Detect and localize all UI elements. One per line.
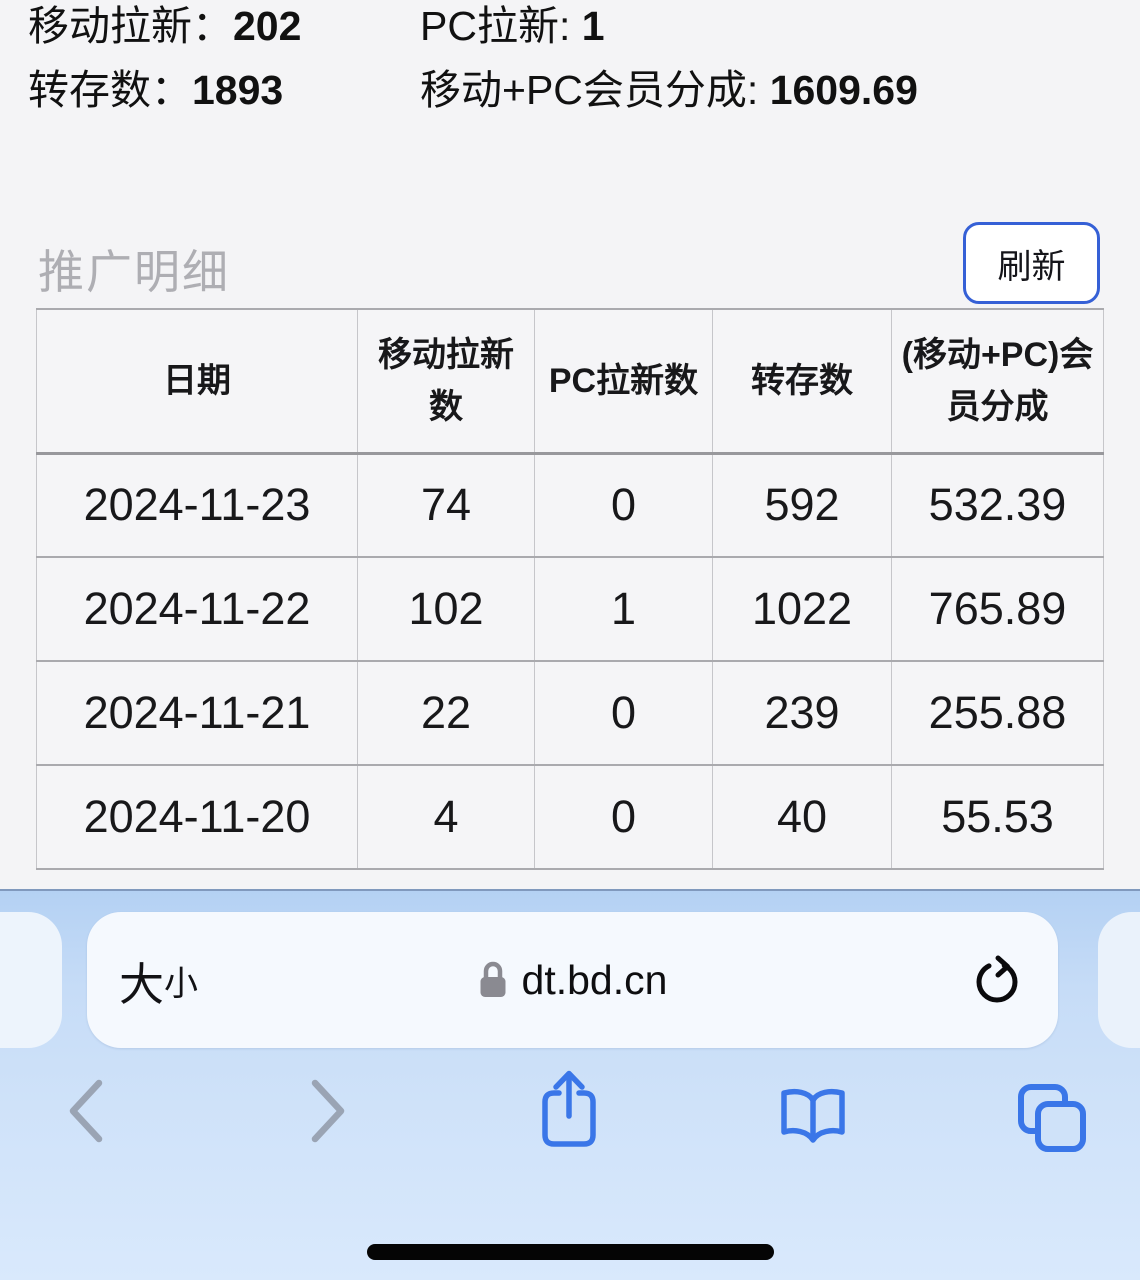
cell-pc-pull: 1	[534, 556, 713, 662]
stat-label: 移动+PC会员分成:	[420, 67, 770, 113]
table-row: 2024-11-20 4 0 40 55.53	[36, 764, 1104, 870]
stat-pc-pull: PC拉新: 1	[420, 2, 1112, 50]
cell-mobile-pull: 102	[357, 556, 535, 662]
cell-transfer: 239	[712, 660, 892, 766]
cell-mobile-pull: 22	[357, 660, 535, 766]
cell-transfer: 1022	[712, 556, 892, 662]
bookmarks-icon	[776, 1087, 850, 1147]
stat-transfer: 转存数：1893	[28, 66, 420, 114]
header-transfer: 转存数	[712, 308, 892, 455]
summary-stats: 移动拉新：202 PC拉新: 1 转存数：1893 移动+PC会员分成: 160…	[28, 2, 1112, 114]
cell-mobile-pull: 74	[357, 452, 535, 558]
stat-label: PC拉新:	[420, 3, 582, 49]
header-pc-pull: PC拉新数	[534, 308, 713, 455]
home-indicator[interactable]	[367, 1244, 774, 1260]
share-icon	[538, 1068, 600, 1152]
cell-date: 2024-11-22	[36, 556, 358, 662]
stat-value: 202	[233, 3, 302, 49]
refresh-button[interactable]: 刷新	[963, 222, 1100, 304]
cell-date: 2024-11-20	[36, 764, 358, 870]
text-size-big-label: 大	[119, 958, 165, 1010]
table-row: 2024-11-22 102 1 1022 765.89	[36, 556, 1104, 662]
bookmarks-button[interactable]	[776, 1087, 850, 1147]
page-title: 推广明细	[38, 246, 230, 298]
tabs-icon	[1016, 1083, 1088, 1153]
webpage: 移动拉新：202 PC拉新: 1 转存数：1893 移动+PC会员分成: 160…	[28, 2, 1112, 870]
cell-pc-pull: 0	[534, 660, 713, 766]
chevron-left-icon	[66, 1078, 106, 1144]
header-date: 日期	[36, 308, 358, 455]
cell-date: 2024-11-23	[36, 452, 358, 558]
cell-member-share: 765.89	[891, 556, 1104, 662]
text-size-button[interactable]: 大小	[119, 912, 198, 1048]
address-display: dt.bd.cn	[87, 912, 1058, 1048]
table-header-row: 日期 移动拉新数 PC拉新数 转存数 (移动+PC)会员分成	[36, 308, 1104, 455]
reload-button[interactable]	[968, 912, 1028, 1048]
header-member-share: (移动+PC)会员分成	[891, 308, 1104, 455]
cell-member-share: 532.39	[891, 452, 1104, 558]
stat-member-share: 移动+PC会员分成: 1609.69	[420, 66, 1112, 114]
share-button[interactable]	[538, 1068, 600, 1152]
cell-transfer: 592	[712, 452, 892, 558]
promo-table: 日期 移动拉新数 PC拉新数 转存数 (移动+PC)会员分成 2024-11-2…	[36, 308, 1104, 870]
table-row: 2024-11-23 74 0 592 532.39	[36, 452, 1104, 558]
header-mobile-pull: 移动拉新数	[357, 308, 535, 455]
text-size-small-label: 小	[164, 964, 199, 1003]
cell-transfer: 40	[712, 764, 892, 870]
cell-mobile-pull: 4	[357, 764, 535, 870]
address-bar[interactable]: 大小 dt.bd.cn	[87, 912, 1058, 1048]
stat-label: 移动拉新：	[28, 3, 233, 49]
table-row: 2024-11-21 22 0 239 255.88	[36, 660, 1104, 766]
cell-pc-pull: 0	[534, 452, 713, 558]
back-button[interactable]	[66, 1078, 106, 1144]
stat-value: 1893	[192, 67, 284, 113]
cell-date: 2024-11-21	[36, 660, 358, 766]
stat-value: 1609.69	[769, 67, 918, 113]
stat-mobile-pull: 移动拉新：202	[28, 2, 420, 50]
lock-icon	[478, 960, 508, 1000]
forward-button[interactable]	[308, 1078, 348, 1144]
stat-label: 转存数：	[28, 67, 192, 113]
safari-bottom-chrome: 大小 dt.bd.cn	[0, 889, 1140, 1280]
next-tab-pill[interactable]	[1098, 912, 1140, 1048]
cell-member-share: 55.53	[891, 764, 1104, 870]
promo-header: 推广明细 刷新	[36, 222, 1100, 304]
cell-pc-pull: 0	[534, 764, 713, 870]
stat-value: 1	[581, 3, 605, 49]
cell-member-share: 255.88	[891, 660, 1104, 766]
previous-tab-pill[interactable]	[0, 912, 62, 1048]
tabs-button[interactable]	[1016, 1083, 1088, 1153]
url-text: dt.bd.cn	[521, 956, 668, 1003]
reload-icon	[972, 953, 1024, 1007]
chevron-right-icon	[308, 1078, 348, 1144]
